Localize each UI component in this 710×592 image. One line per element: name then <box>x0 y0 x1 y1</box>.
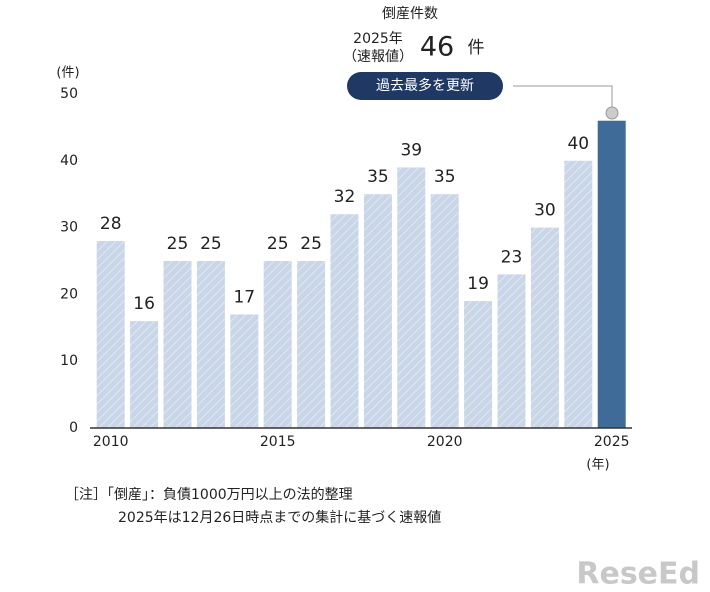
bar-hatch <box>130 321 159 428</box>
callout-badge-text: 過去最多を更新 <box>376 77 474 94</box>
callout-value: 46 <box>420 32 454 63</box>
bar-hatch <box>230 314 259 428</box>
data-label: 23 <box>501 247 523 267</box>
bar-hatch <box>497 274 526 428</box>
bar-hatch <box>530 227 559 428</box>
y-tick-label: 10 <box>60 353 78 369</box>
data-label: 39 <box>400 140 422 160</box>
bar-hatch <box>397 167 426 429</box>
callout-label: 2025年 <box>353 31 403 47</box>
x-tick-label: 2020 <box>427 434 463 450</box>
y-tick-label: 30 <box>60 220 78 236</box>
bar-hatch <box>430 194 459 428</box>
y-tick-label: 50 <box>60 86 78 102</box>
watermark: ReseEd <box>576 557 700 592</box>
chart-title: 倒産件数 <box>382 6 438 22</box>
callout-label: （速報値） <box>343 49 413 65</box>
data-label: 25 <box>267 234 289 254</box>
bar-hatch <box>96 240 125 428</box>
x-tick-label: 2010 <box>93 434 129 450</box>
data-label: 17 <box>233 287 255 307</box>
y-tick-label: 20 <box>60 286 78 302</box>
bar-hatch <box>363 194 392 428</box>
bar-hatch <box>330 214 359 428</box>
x-axis-label: (年) <box>586 458 609 473</box>
note: 2025年は12月26日時点までの集計に基づく速報値 <box>118 509 441 526</box>
callout-dot <box>605 106 619 120</box>
note: ［注］「倒産」：負債1000万円以上の法的整理 <box>65 487 353 503</box>
data-label: 16 <box>133 294 155 314</box>
callout-line <box>513 85 613 107</box>
data-label: 25 <box>200 234 222 254</box>
callout-badge <box>347 72 503 100</box>
data-label: 28 <box>100 214 122 234</box>
data-label: 40 <box>567 134 589 154</box>
bar-hatch <box>464 301 493 428</box>
bar-hatch <box>564 160 593 429</box>
data-label: 35 <box>434 167 456 187</box>
data-label: 32 <box>334 187 356 207</box>
bar-hatch <box>263 261 292 428</box>
data-label: 25 <box>300 234 322 254</box>
data-label: 19 <box>467 274 489 294</box>
x-tick-label: 2015 <box>260 434 296 450</box>
bar-hatch <box>163 261 192 428</box>
data-label: 35 <box>367 167 389 187</box>
data-label: 30 <box>534 201 556 221</box>
y-tick-label: 40 <box>60 153 78 169</box>
data-label: 25 <box>167 234 189 254</box>
bar-hatch <box>196 261 225 428</box>
bar-hatch <box>297 261 326 428</box>
y-axis-label: (件) <box>56 66 79 81</box>
callout-unit: 件 <box>468 38 485 58</box>
x-tick-label: 2025 <box>594 434 630 450</box>
y-tick-label: 0 <box>69 420 78 436</box>
bar <box>597 120 626 428</box>
